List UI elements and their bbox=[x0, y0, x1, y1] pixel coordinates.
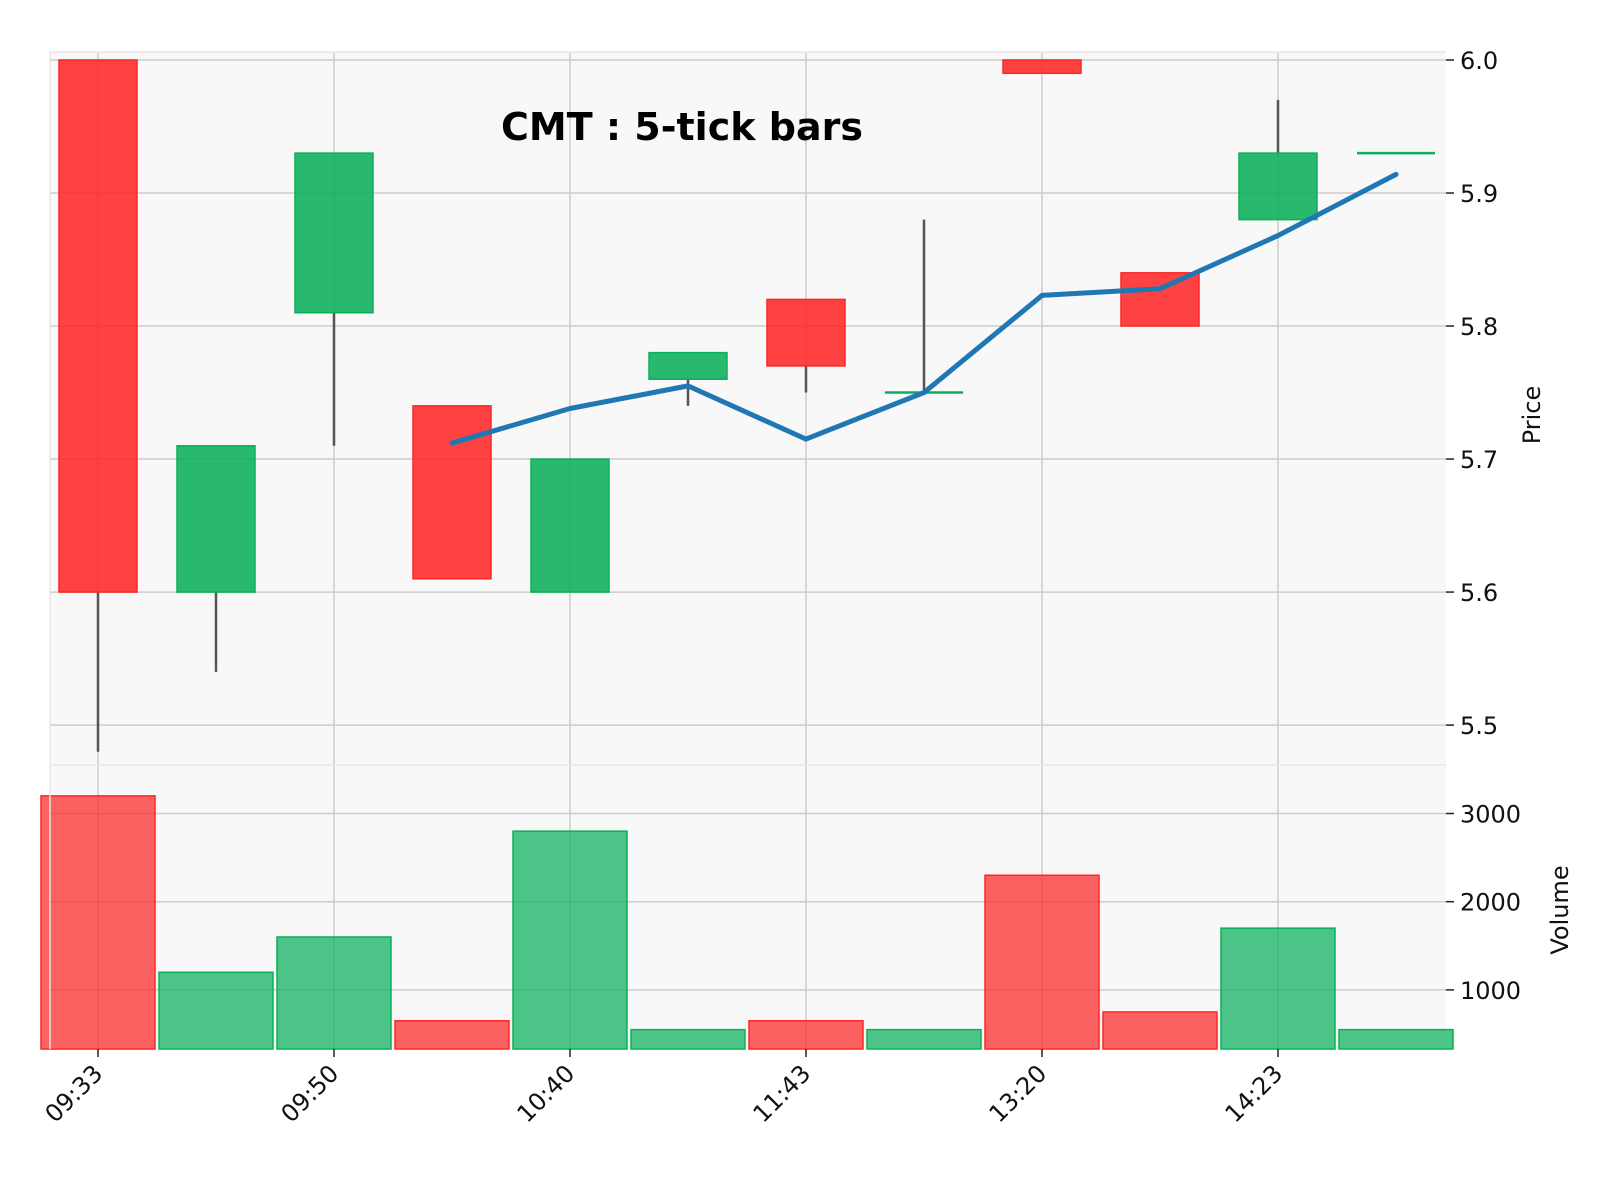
price-tick-label: 5.5 bbox=[1460, 712, 1498, 740]
volume-tick-label: 1000 bbox=[1460, 977, 1521, 1005]
x-tick-label: 10:40 bbox=[512, 1059, 581, 1128]
chart-title: CMT : 5-tick bars bbox=[501, 105, 863, 149]
price-tick-label: 6.0 bbox=[1460, 47, 1498, 75]
price-tick-label: 5.9 bbox=[1460, 180, 1498, 208]
volume-tick-label: 3000 bbox=[1460, 801, 1521, 829]
volume-bar bbox=[1338, 1028, 1454, 1050]
candle-body bbox=[766, 298, 846, 367]
volume-bar bbox=[394, 1020, 510, 1050]
candle-body bbox=[1120, 272, 1200, 327]
candle-body bbox=[58, 59, 138, 593]
volume-bar bbox=[40, 795, 156, 1050]
volume-axis-label: Volume bbox=[1546, 865, 1574, 954]
price-tick-label: 5.8 bbox=[1460, 313, 1498, 341]
volume-tick-label: 2000 bbox=[1460, 889, 1521, 917]
candle-body bbox=[294, 152, 374, 314]
volume-bar bbox=[630, 1028, 746, 1050]
candle-body bbox=[1002, 59, 1082, 75]
volume-bar bbox=[276, 936, 392, 1050]
candle-body bbox=[412, 405, 492, 580]
volume-bar bbox=[866, 1028, 982, 1050]
candle-body bbox=[176, 444, 256, 593]
candle-body bbox=[530, 458, 610, 593]
price-tick-label: 5.7 bbox=[1460, 446, 1498, 474]
candle-body bbox=[648, 351, 728, 380]
moving-average bbox=[449, 171, 1399, 446]
x-tick-label: 14:23 bbox=[1220, 1059, 1289, 1128]
candle-body bbox=[1238, 152, 1318, 221]
x-tick-label: 09:33 bbox=[40, 1059, 109, 1128]
volume-bar bbox=[1220, 927, 1336, 1050]
volume-bar bbox=[984, 874, 1100, 1050]
volume-bar bbox=[1102, 1011, 1218, 1050]
x-tick-label: 09:50 bbox=[276, 1059, 345, 1128]
price-axis-label: Price bbox=[1518, 386, 1546, 445]
volume-bars bbox=[40, 795, 1454, 1050]
x-tick-label: 11:43 bbox=[748, 1059, 817, 1128]
volume-bar bbox=[748, 1020, 864, 1050]
price-tick-label: 5.6 bbox=[1460, 579, 1498, 607]
price-panel-background bbox=[50, 52, 1446, 765]
x-tick-label: 13:20 bbox=[984, 1059, 1053, 1128]
volume-bar bbox=[158, 971, 274, 1050]
volume-bar bbox=[512, 830, 628, 1050]
moving-average-line bbox=[449, 171, 1399, 446]
